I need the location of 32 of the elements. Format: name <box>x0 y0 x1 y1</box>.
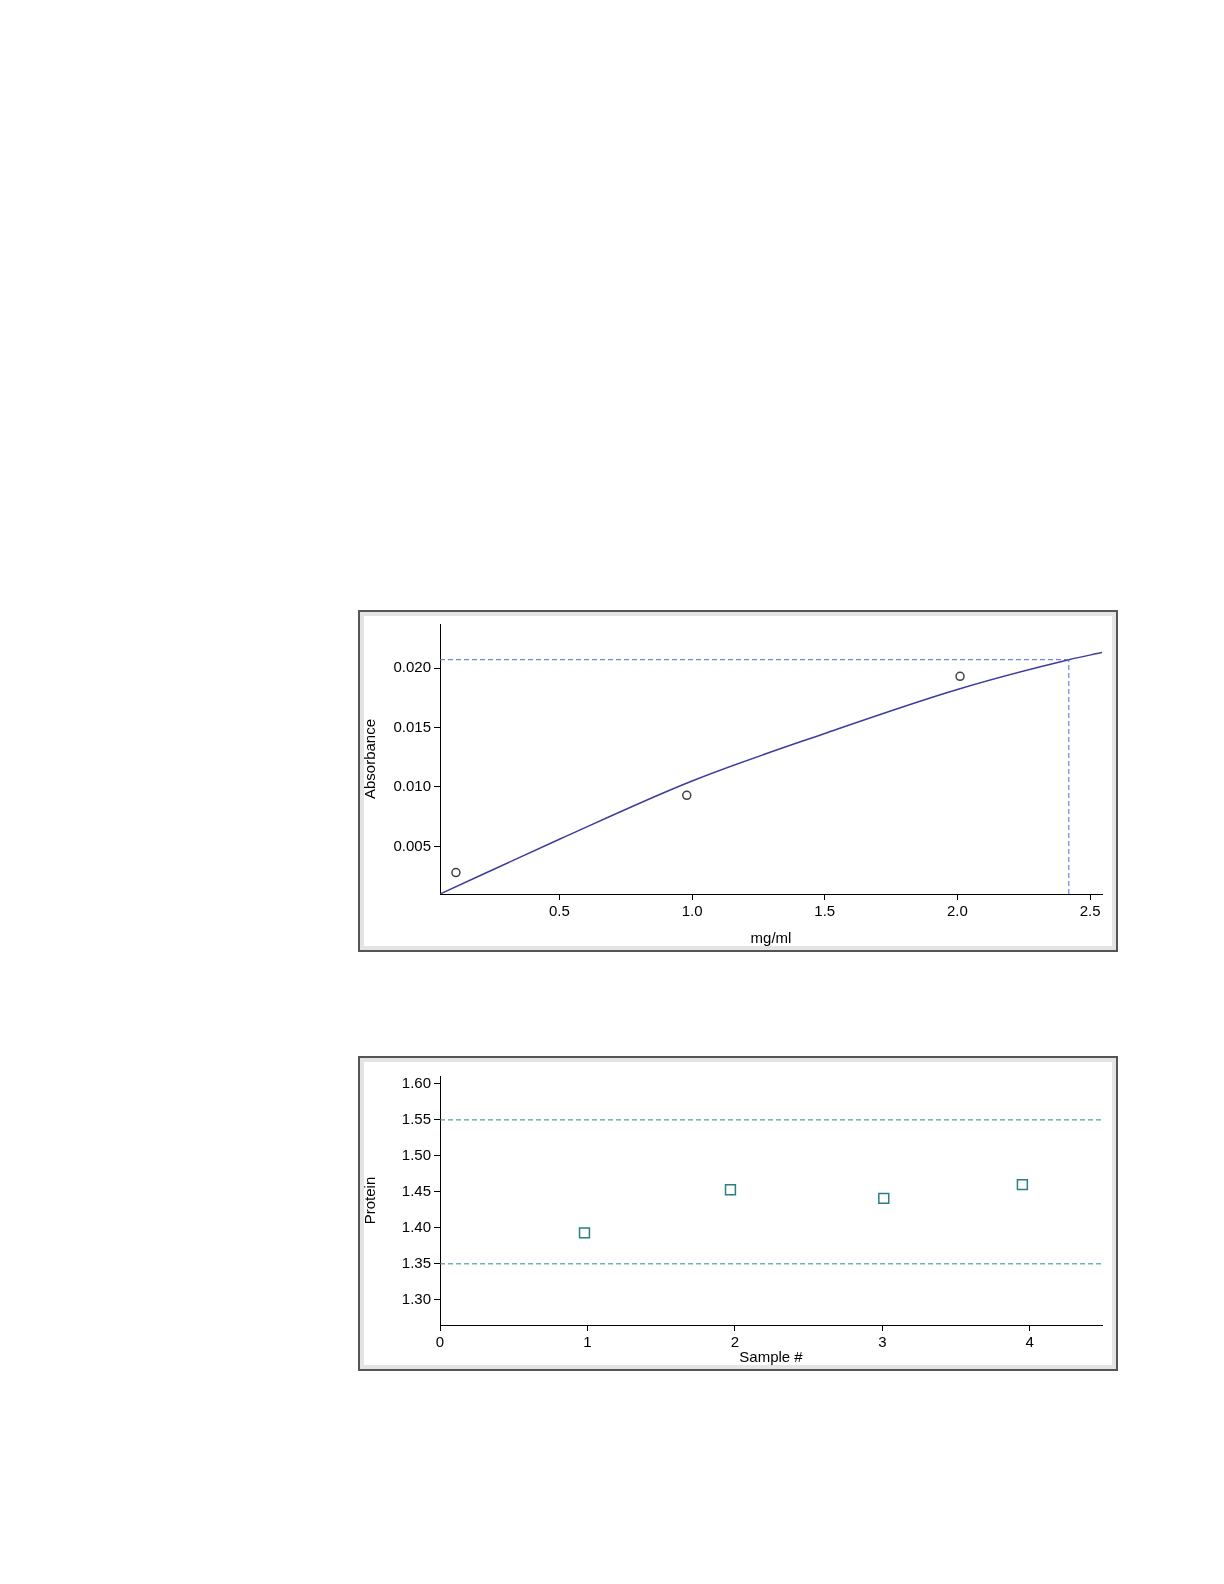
x-axis-title: Sample # <box>739 1348 804 1366</box>
point <box>578 1227 591 1239</box>
y-tick-label: 0.015 <box>393 717 431 735</box>
point <box>724 1184 737 1196</box>
x-tick-label: 4 <box>1025 1333 1034 1351</box>
y-tick-label: 0.020 <box>393 658 431 676</box>
point <box>1016 1178 1029 1191</box>
point <box>878 1192 890 1205</box>
x-tick-label: 2.5 <box>1079 902 1101 920</box>
y-tick-label: 1.55 <box>401 1110 431 1128</box>
y-tick-label: 1.30 <box>401 1289 431 1307</box>
point <box>955 671 965 682</box>
x-tick-label: 2 <box>730 1333 740 1351</box>
x-tick-label: 1.0 <box>681 902 703 920</box>
point <box>682 790 692 801</box>
x-axis-title: mg/ml <box>750 929 792 947</box>
x-tick-label: 3 <box>878 1333 887 1351</box>
y-tick-label: 1.45 <box>401 1182 431 1199</box>
y-tick-label: 1.50 <box>401 1146 431 1164</box>
x-tick-label: 0 <box>435 1333 445 1351</box>
x-tick-label: 0.5 <box>548 902 570 920</box>
point <box>451 867 461 878</box>
y-axis-title: Absorbance <box>361 718 379 800</box>
y-axis-title: Protein <box>361 1176 379 1225</box>
y-tick-label: 1.60 <box>401 1074 431 1092</box>
x-tick-label: 2.0 <box>946 902 968 920</box>
x-tick-label: 1.5 <box>814 902 836 920</box>
y-tick-label: 0.005 <box>393 836 431 854</box>
x-tick-label: 1 <box>583 1333 592 1351</box>
y-tick-label: 0.010 <box>393 777 431 795</box>
y-tick-label: 1.40 <box>401 1217 431 1235</box>
y-tick-label: 1.35 <box>401 1253 431 1271</box>
